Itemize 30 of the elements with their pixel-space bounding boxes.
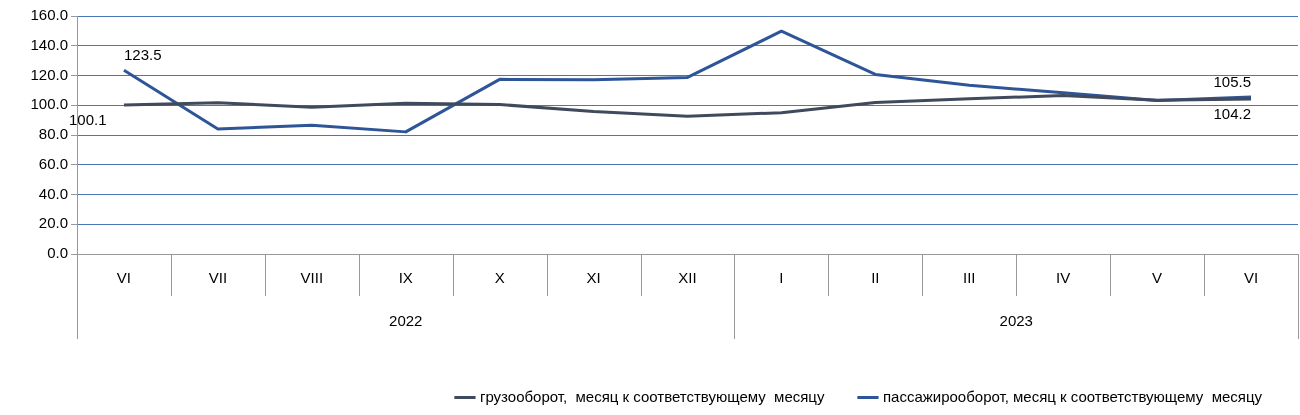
x-tick-label: I: [779, 269, 784, 287]
x-tick-label: XII: [678, 269, 697, 287]
y-tick-label: 40.0: [38, 184, 68, 202]
x-tick-label: XI: [586, 269, 601, 287]
y-tick-label: 120.0: [30, 65, 68, 83]
y-tick-label: 80.0: [38, 125, 68, 143]
x-tick-label: III: [963, 269, 976, 287]
data-label: 123.5: [123, 46, 162, 64]
text: 2023: [999, 312, 1033, 330]
y-tick-label: 20.0: [38, 214, 68, 232]
legend-label: грузооборот, месяц к соответствующему месяцу: [479, 387, 825, 405]
x-tick-label: IV: [1056, 269, 1071, 287]
y-tick-label: 100.0: [30, 95, 68, 113]
x-tick-label: VII: [208, 269, 228, 287]
x-tick-label: VIII: [300, 269, 324, 287]
y-tick-label: 140.0: [30, 35, 68, 53]
data-label: 105.5: [1213, 73, 1252, 91]
data-label: 104.2: [1213, 105, 1252, 123]
y-tick-label: 0.0: [47, 244, 68, 262]
x-tick-label: VI: [116, 269, 132, 287]
y-tick-label: 60.0: [38, 154, 68, 172]
legend-label: пассажирооборот, месяц к соответствующему месяцу: [882, 387, 1263, 405]
y-tick-label: 160.0: [30, 6, 68, 24]
text: 2022: [389, 312, 423, 330]
x-tick-label: IX: [398, 269, 413, 287]
x-tick-label: II: [871, 269, 880, 287]
x-tick-label: X: [494, 269, 505, 287]
x-tick-label: V: [1152, 269, 1163, 287]
data-label: 100.1: [68, 111, 107, 129]
x-tick-label: VI: [1243, 269, 1259, 287]
